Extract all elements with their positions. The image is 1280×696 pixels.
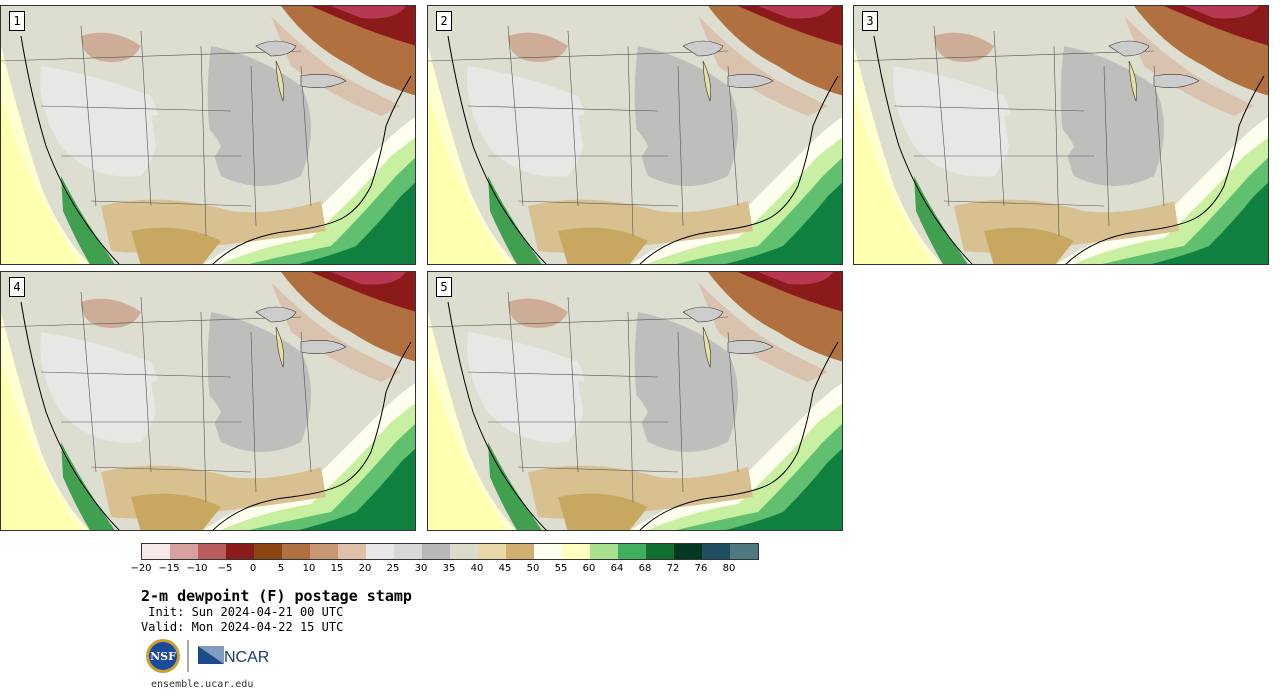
colorbar-swatch <box>478 544 506 559</box>
dewpoint-map <box>854 6 1268 264</box>
colorbar-tick-label: 0 <box>249 563 257 574</box>
dewpoint-map <box>428 6 842 264</box>
colorbar-tick-label: 35 <box>442 563 456 574</box>
colorbar-swatch <box>618 544 646 559</box>
footer-url: ensemble.ucar.edu <box>151 679 254 690</box>
colorbar-tick-label: 64 <box>610 563 624 574</box>
colorbar-tick-label: 72 <box>666 563 680 574</box>
colorbar-swatch <box>310 544 338 559</box>
colorbar-tick-label: 25 <box>386 563 400 574</box>
colorbar-swatch <box>506 544 534 559</box>
colorbar-swatch <box>702 544 730 559</box>
colorbar-swatch <box>394 544 422 559</box>
logos: NSF NCAR <box>146 639 269 673</box>
postage-stamp-panel-3: 3 <box>853 5 1269 265</box>
colorbar-swatch <box>562 544 590 559</box>
colorbar-tick-label: 15 <box>330 563 344 574</box>
colorbar-swatch <box>674 544 702 559</box>
member-number-label: 2 <box>436 11 452 31</box>
valid-time: Valid: Mon 2024-04-22 15 UTC <box>141 620 344 634</box>
colorbar-swatch <box>338 544 366 559</box>
colorbar <box>141 543 759 560</box>
colorbar-swatch <box>590 544 618 559</box>
colorbar-tick-label: 80 <box>722 563 736 574</box>
colorbar-swatch <box>450 544 478 559</box>
postage-stamp-panel-2: 2 <box>427 5 843 265</box>
colorbar-swatch <box>366 544 394 559</box>
colorbar-tick-label: 40 <box>470 563 484 574</box>
member-number-label: 4 <box>9 277 25 297</box>
dewpoint-map <box>428 272 842 530</box>
colorbar-tick-label: 68 <box>638 563 652 574</box>
init-time: Init: Sun 2024-04-21 00 UTC <box>141 605 344 619</box>
colorbar-tick-label: −20 <box>130 563 152 574</box>
colorbar-tick-label: 50 <box>526 563 540 574</box>
svg-text:NCAR: NCAR <box>224 649 269 666</box>
colorbar-tick-label: 45 <box>498 563 512 574</box>
colorbar-tick-label: 55 <box>554 563 568 574</box>
colorbar-swatch <box>646 544 674 559</box>
colorbar-swatch <box>254 544 282 559</box>
colorbar-tick-label: 76 <box>694 563 708 574</box>
chart-title: 2-m dewpoint (F) postage stamp <box>141 587 412 605</box>
colorbar-tick-label: 5 <box>277 563 285 574</box>
svg-text:NSF: NSF <box>150 650 176 663</box>
colorbar-tick-label: −15 <box>158 563 180 574</box>
colorbar-tick-label: −5 <box>217 563 233 574</box>
colorbar-swatch <box>198 544 226 559</box>
colorbar-tick-label: 60 <box>582 563 596 574</box>
postage-stamp-panel-5: 5 <box>427 271 843 531</box>
colorbar-swatch <box>282 544 310 559</box>
colorbar-swatch <box>226 544 254 559</box>
colorbar-tick-labels: −20 −15 −10 −5 0 5 10 15 20 25 30 35 40 45 50 55 60 64 68 7… <box>128 563 768 577</box>
colorbar-swatch <box>142 544 170 559</box>
colorbar-tick-label: 20 <box>358 563 372 574</box>
colorbar-swatch <box>422 544 450 559</box>
dewpoint-map <box>1 6 415 264</box>
postage-stamp-panel-1: 1 <box>0 5 416 265</box>
member-number-label: 5 <box>436 277 452 297</box>
colorbar-tick-label: 30 <box>414 563 428 574</box>
member-number-label: 3 <box>862 11 878 31</box>
colorbar-tick-label: −10 <box>186 563 208 574</box>
colorbar-tick-label: 10 <box>302 563 316 574</box>
colorbar-swatch <box>170 544 198 559</box>
postage-stamp-panel-4: 4 <box>0 271 416 531</box>
ncar-logo-icon: NCAR <box>198 646 269 666</box>
member-number-label: 1 <box>9 11 25 31</box>
nsf-logo-icon: NSF <box>146 639 180 673</box>
dewpoint-map <box>1 272 415 530</box>
colorbar-swatch <box>730 544 758 559</box>
colorbar-swatch <box>534 544 562 559</box>
